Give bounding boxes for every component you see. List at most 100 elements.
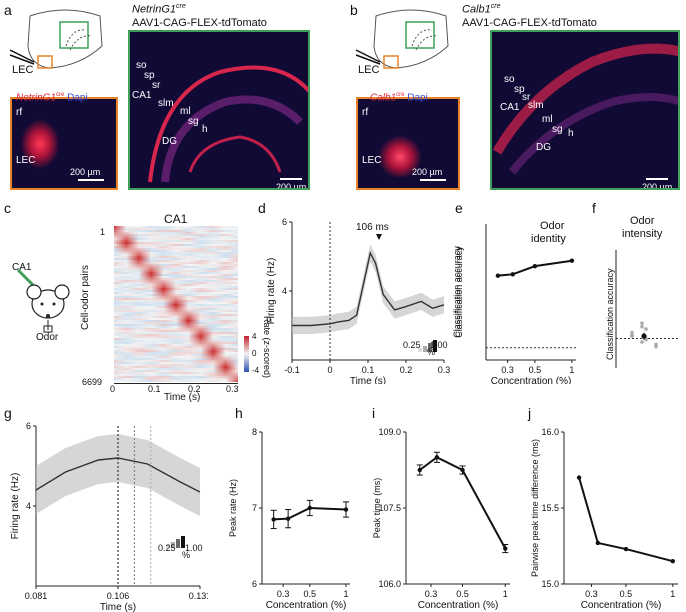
y-axis-label-e: Classification accuracy [454,246,464,338]
data-point [532,263,538,269]
x-tick-label: 0.3 [277,589,290,599]
data-line [273,506,347,521]
x-tick-label: -0.1 [284,365,300,375]
scatter-point [630,334,634,338]
heatmap-row [114,354,238,356]
brain-schematic-a [27,9,103,69]
y-axis-label: Peak rate (Hz) [228,479,238,537]
heatmap-row [114,358,238,360]
chart-f [615,250,680,368]
legend-high-d: 1.00 [430,340,448,350]
chart-j: 15.0 15.5 16.0 0.3 0.5 1 Concentration (%) Pair… [530,427,678,611]
x-tick-label: 1 [569,365,574,375]
heatmap-row [114,316,238,318]
injection-pipette-b [355,49,381,65]
legend-swatch [171,542,175,548]
heatmap-row [114,302,238,304]
heatmap-row [114,274,238,276]
data-point [576,475,582,480]
y-tick-label: 4 [282,286,287,296]
panel-letter-a: a [4,2,12,18]
heatmap-row [114,378,238,380]
hippocampus-image-a: so sp sr slm CA1 ml sg h DG 200 µm [128,30,310,190]
y-axis-label: Pairwise peak time difference (ms) [530,439,540,577]
data-point [434,455,440,460]
heatmap-row [114,332,238,334]
data-point [503,546,508,551]
x-tick-label: 0.131 [189,591,208,601]
x-axis-label: Concentration (%) [266,600,347,611]
heatmap-row [114,292,238,294]
gene-name-b: Calb1cre [462,3,501,16]
heatmap-row [114,256,238,258]
x-tick-label: 1 [670,589,675,599]
heatmap-row [114,330,238,332]
x-axis-label: Concentration (%) [491,376,572,384]
heatmap-row [114,320,238,322]
heatmap-row [114,376,238,378]
y-tick-label: 7 [252,503,257,513]
heatmap-row [114,324,238,326]
legend-swatch [181,536,185,548]
y-tick-label: 106.0 [378,579,401,589]
scatter-point [640,340,644,344]
heatmap-y-top: 1 [100,227,106,237]
y-tick-label: 16.0 [541,427,559,437]
x-tick-label: 0.5 [620,589,633,599]
scatter-point [630,330,634,335]
y-tick-label: 109.0 [378,427,401,437]
heatmap-row [114,254,238,256]
heatmap-row [114,236,238,238]
scatter-point [640,324,644,329]
heatmap-row [114,310,238,312]
heatmap-row [114,296,238,298]
heatmap-row [114,370,238,372]
heatmap-row [114,374,238,376]
legend-high-g: 1.00 [185,543,203,553]
x-axis-label: Concentration (%) [418,600,499,611]
x-tick-label: 0.3 [585,589,598,599]
y-axis-label: Firing rate (Hz) [10,473,21,540]
y-tick-label: 15.5 [541,503,559,513]
data-line [578,477,674,563]
scatter-point [644,327,648,331]
brain-schematic-b [373,9,449,69]
heatmap-row [114,352,238,354]
heatmap-row [114,244,238,246]
x-tick-label: 0.3 [438,365,450,375]
injection-pipette-a [9,49,35,65]
title-e-line2: identity [531,233,566,245]
heatmap-row [114,318,238,320]
x-tick-label: 0.3 [501,365,514,375]
y-axis-label: Peak time (ms) [372,478,382,539]
heatmap-row [114,268,238,270]
heatmap-row [114,350,238,352]
heatmap-row [114,338,238,340]
heatmap-row [114,290,238,292]
panel-letter-b: b [350,2,358,18]
scatter-point [654,344,658,349]
virus-label-b: AAV1-CAG-FLEX-tdTomato [462,17,597,29]
x-tick-label: 0.1 [362,365,375,375]
heatmap-xlabel: Time (s) [164,392,201,403]
heatmap-row [114,242,238,244]
heatmap-xtick-0: 0 [110,384,116,394]
heatmap-title: CA1 [164,212,188,226]
x-tick-label: 0.106 [107,591,130,601]
heatmap-row [114,342,238,344]
heatmap-row [114,360,238,362]
lec-label-a: LEC [12,64,34,76]
y-tick-label: 6 [252,579,257,589]
lec-inset-image-b: rf LEC 200 µm [356,97,460,190]
heatmap-row [114,264,238,266]
x-axis-label: Concentration (%) [581,600,662,611]
peak-marker [376,234,382,240]
data-point [285,516,291,521]
heatmap-row [114,232,238,234]
panel-letter-i: i [372,405,376,421]
heatmap-row [114,304,238,306]
heatmap-row [114,368,238,370]
heatmap-image [114,226,238,382]
